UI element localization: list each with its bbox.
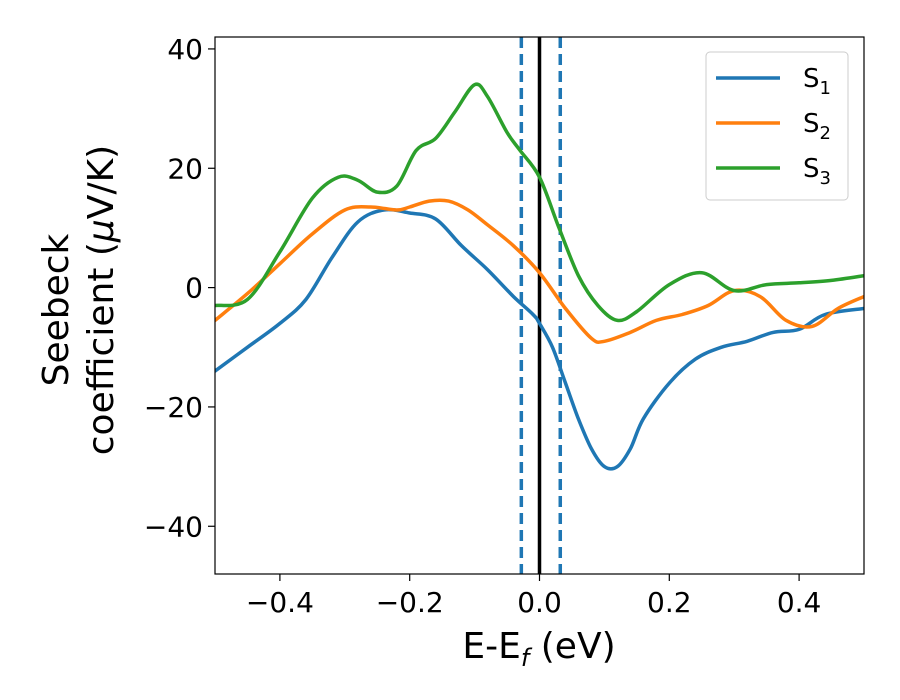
y-axis: −40 −20 0 20 40 [144, 33, 215, 543]
y-tick-label: 20 [167, 152, 203, 185]
y-axis-label-unit: V/K) [81, 145, 122, 219]
legend-box [705, 51, 849, 201]
legend-label-subscript: 2 [820, 123, 831, 144]
legend-label-subscript: 3 [820, 168, 831, 189]
legend-label-subscript: 1 [820, 78, 831, 99]
x-tick-label: 0.0 [517, 586, 562, 619]
y-tick-label: −20 [144, 391, 203, 424]
x-axis-label: E-Ef (eV) [462, 626, 615, 672]
y-tick-label: 40 [167, 33, 203, 66]
legend-label-main: S [803, 109, 820, 139]
series-line-s2 [215, 198, 864, 344]
series-lines [215, 82, 864, 471]
series-line-s3 [215, 82, 864, 323]
y-tick-label: −40 [144, 510, 203, 543]
y-tick-label: 0 [185, 272, 203, 305]
y-axis-label-text: coefficient ( [81, 242, 122, 455]
series-line-s1 [215, 207, 864, 471]
y-axis-label-line2: coefficient (μV/K) [81, 145, 122, 455]
legend-label-main: S [803, 64, 820, 94]
x-tick-label: −0.4 [246, 586, 314, 619]
x-axis-label-main: E-E [462, 626, 520, 667]
legend-label-main: S [803, 154, 820, 184]
legend-label-s2: S2 [803, 109, 831, 144]
legend-label-s1: S1 [803, 64, 831, 99]
y-axis-label-mu: μ [81, 219, 122, 243]
x-tick-label: −0.2 [376, 586, 444, 619]
x-axis: −0.4 −0.2 0.0 0.2 0.4 [246, 574, 821, 619]
y-axis-label-line1: Seebeck [36, 233, 77, 386]
x-axis-label-unit: (eV) [529, 626, 615, 667]
x-tick-label: 0.4 [777, 586, 822, 619]
x-tick-label: 0.2 [647, 586, 692, 619]
reference-lines [519, 37, 563, 574]
legend-label-s3: S3 [803, 154, 831, 189]
